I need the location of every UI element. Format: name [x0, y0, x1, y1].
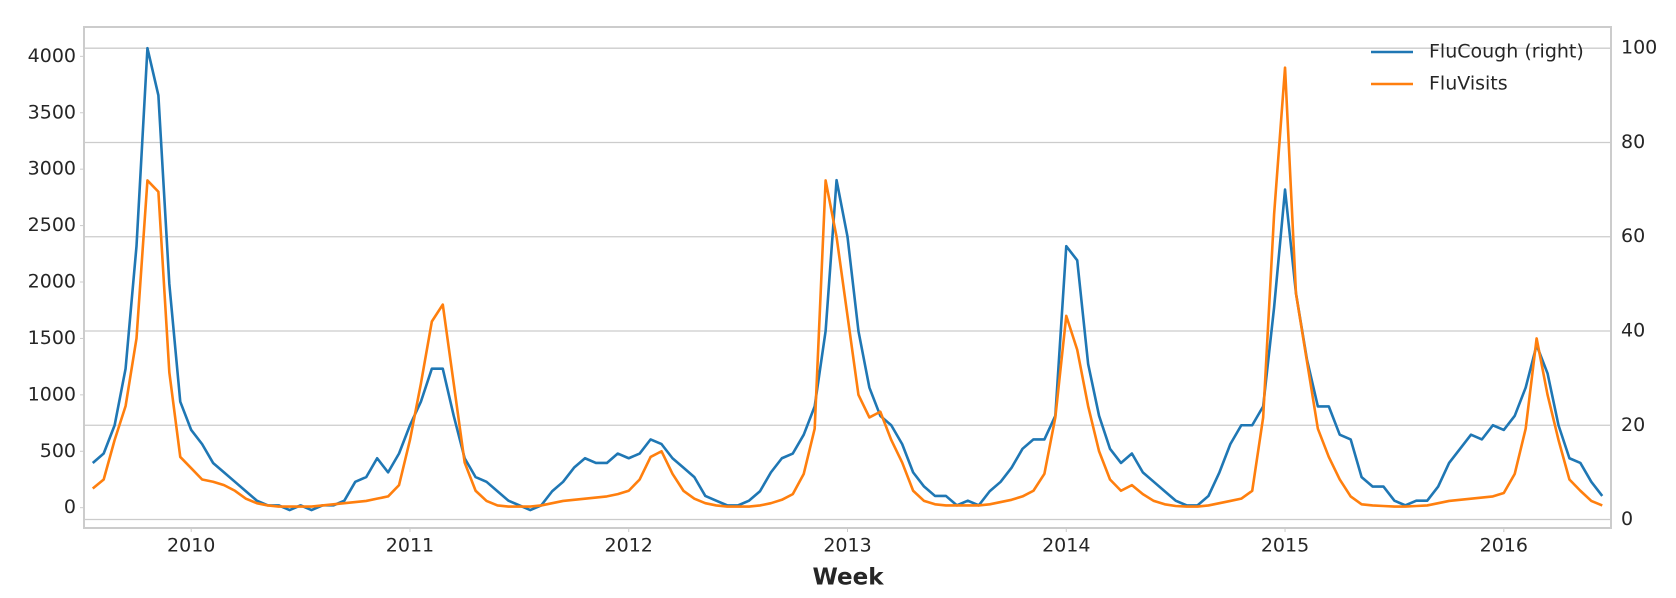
y-tick-label: 3000 [28, 158, 76, 180]
y2-tick-label: 60 [1621, 225, 1645, 247]
x-tick-label: 2015 [1261, 535, 1309, 557]
y2-tick-label: 20 [1621, 414, 1645, 436]
y-tick-label: 1000 [28, 383, 76, 405]
y-tick-label: 3500 [28, 101, 76, 123]
x-tick-label: 2012 [605, 535, 653, 557]
x-tick-label: 2014 [1042, 535, 1090, 557]
x-axis-label: Week [812, 565, 884, 591]
series-line [91, 66, 1603, 508]
x-tick-label: 2016 [1480, 535, 1528, 557]
y-tick-label: 500 [40, 440, 76, 462]
legend-label: FluCough (right) [1429, 41, 1584, 63]
y-tick-label: 1500 [28, 327, 76, 349]
x-tick-label: 2010 [167, 535, 215, 557]
y2-tick-label: 80 [1621, 131, 1645, 153]
y-tick-label: 4000 [28, 45, 76, 67]
x-tick-label: 2013 [823, 535, 871, 557]
y2-tick-label: 0 [1621, 508, 1633, 530]
y-tick-label: 0 [64, 496, 76, 518]
series-line [91, 46, 1604, 512]
y-tick-label: 2000 [28, 271, 76, 293]
y2-tick-label: 40 [1621, 319, 1645, 341]
plot-frame [83, 26, 1612, 529]
x-tick-label: 2011 [386, 535, 434, 557]
legend-label: FluVisits [1429, 73, 1508, 95]
y2-tick-label: 100 [1621, 37, 1657, 59]
y-tick-label: 2500 [28, 214, 76, 236]
